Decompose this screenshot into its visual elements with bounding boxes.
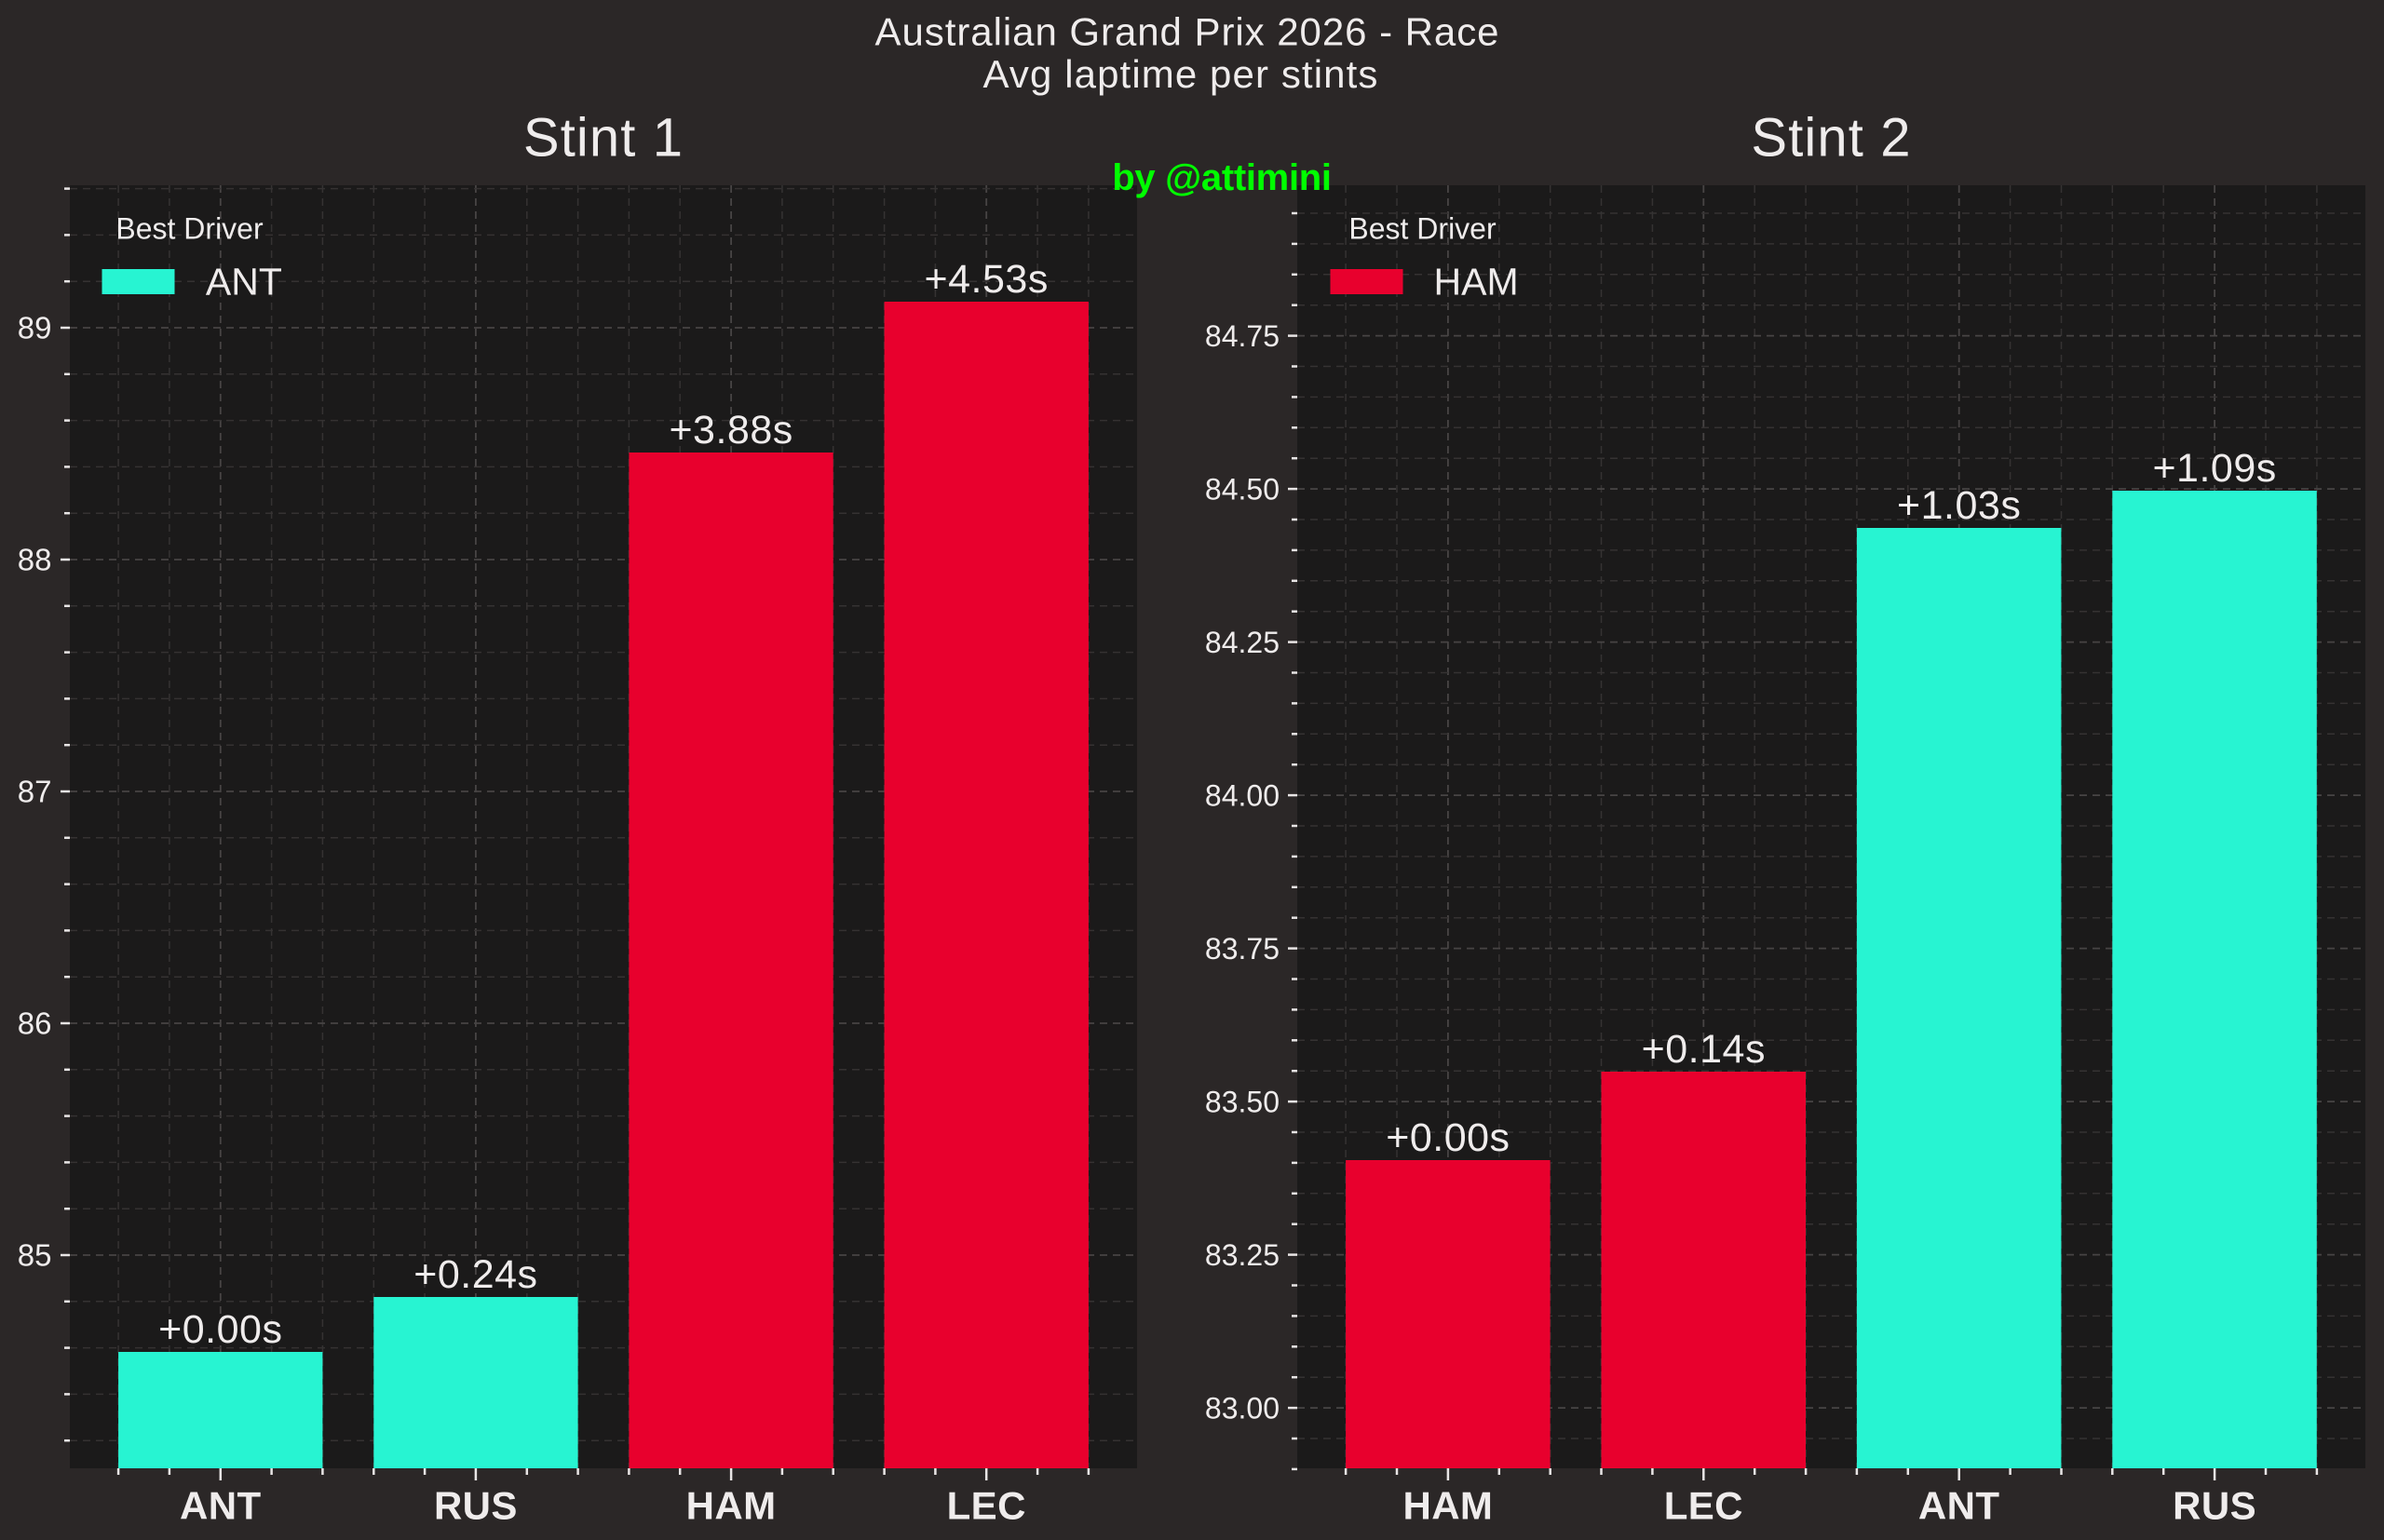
svg-text:RUS: RUS [2173,1484,2256,1528]
svg-text:Best Driver: Best Driver [115,212,264,246]
svg-text:+1.09s: +1.09s [2152,446,2276,491]
svg-text:ANT: ANT [1918,1484,2000,1528]
svg-text:HAM: HAM [686,1484,777,1528]
svg-text:87: 87 [18,775,52,809]
svg-text:+0.00s: +0.00s [158,1307,282,1352]
svg-text:84.00: 84.00 [1205,779,1280,813]
svg-text:+0.24s: +0.24s [413,1252,537,1297]
svg-text:83.25: 83.25 [1205,1238,1280,1272]
svg-text:HAM: HAM [1434,261,1519,304]
svg-text:89: 89 [18,311,52,345]
svg-text:Best Driver: Best Driver [1348,212,1497,246]
svg-text:85: 85 [18,1238,52,1273]
svg-text:83.50: 83.50 [1205,1086,1280,1119]
svg-text:Avg laptime per stints: Avg laptime per stints [983,52,1379,96]
svg-text:+1.03s: +1.03s [1897,483,2021,528]
svg-text:+0.14s: +0.14s [1642,1027,1766,1072]
svg-text:HAM: HAM [1402,1484,1493,1528]
svg-text:LEC: LEC [1664,1484,1743,1528]
svg-text:LEC: LEC [947,1484,1026,1528]
svg-text:84.50: 84.50 [1205,473,1280,507]
svg-text:Australian Grand Prix 2026 - R: Australian Grand Prix 2026 - Race [875,10,1500,54]
svg-text:ANT: ANT [206,261,282,304]
svg-text:83.00: 83.00 [1205,1392,1280,1425]
svg-text:ANT: ANT [180,1484,262,1528]
svg-text:+3.88s: +3.88s [669,408,792,453]
svg-text:Stint 2: Stint 2 [1751,108,1911,169]
svg-text:+4.53s: +4.53s [925,257,1049,302]
svg-text:88: 88 [18,543,52,577]
svg-text:83.75: 83.75 [1205,932,1280,966]
svg-text:by @attimini: by @attimini [1112,157,1331,198]
svg-text:+0.00s: +0.00s [1386,1115,1510,1160]
svg-text:Stint 1: Stint 1 [523,108,684,169]
svg-text:84.75: 84.75 [1205,319,1280,353]
svg-text:86: 86 [18,1006,52,1041]
svg-text:84.25: 84.25 [1205,626,1280,659]
svg-text:RUS: RUS [434,1484,518,1528]
